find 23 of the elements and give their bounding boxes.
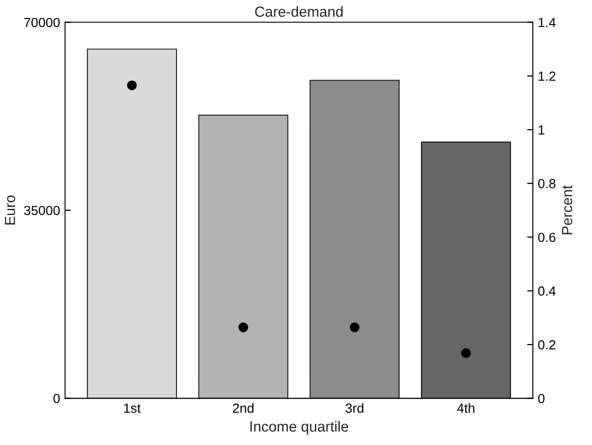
y-tick-label: 35000 bbox=[24, 206, 60, 216]
y2-tick-label: 0.6 bbox=[538, 232, 556, 242]
x-tick-label: 2nd bbox=[232, 403, 254, 413]
x-tick-label: 3rd bbox=[346, 403, 364, 413]
point bbox=[238, 322, 248, 332]
x-axis-title: Income quartile bbox=[250, 420, 348, 435]
y2-tick-label: 0.8 bbox=[538, 178, 556, 188]
y2-tick-label: 1.4 bbox=[538, 18, 556, 28]
chart-title: Care-demand bbox=[255, 6, 343, 17]
x-tick-label: 4th bbox=[457, 403, 474, 413]
y2-tick-label: 0 bbox=[538, 394, 544, 404]
y-tick-label: 0 bbox=[53, 394, 60, 404]
point bbox=[461, 348, 471, 358]
y2-tick-label: 1.2 bbox=[538, 72, 556, 81]
point bbox=[350, 322, 360, 332]
point bbox=[127, 80, 137, 90]
y2-tick-label: 0.4 bbox=[538, 286, 556, 296]
y-axis-title: Euro bbox=[4, 195, 16, 224]
y2-tick-label: 1 bbox=[538, 125, 544, 134]
y2-tick-label: 0.2 bbox=[538, 340, 556, 350]
x-tick-label: 1st bbox=[124, 404, 141, 413]
y-tick-label: 70000 bbox=[24, 18, 60, 28]
y2-axis-title: Percent bbox=[562, 185, 572, 234]
